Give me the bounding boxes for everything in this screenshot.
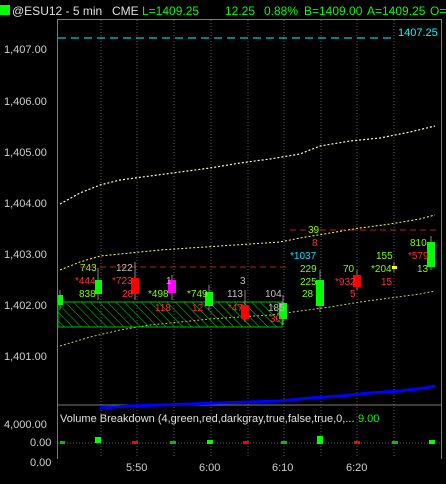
annotation: 15 [381,277,393,288]
annotation: *723 [112,276,133,287]
annotation: *749 [187,289,208,300]
annotation: 155 [376,251,393,262]
up-bar [205,292,213,306]
last-price: L=1409.25 [142,4,200,18]
middle-envelope-line [59,214,436,271]
annotation: *444 [75,276,96,287]
price-tick: 1,401.00 [4,351,47,363]
current-price-label: 1407.25 [398,27,438,39]
up-bar [279,303,287,319]
annotation: 122 [116,263,133,274]
annotation: 104 [265,289,282,300]
annotation: 838 [79,289,96,300]
annotation: 28 [302,289,314,300]
volume-panel-value: 9.00 [358,413,379,425]
price-tick: 1,407.00 [4,44,47,56]
annotation: 1 [166,276,172,287]
annotation: 70 [343,264,355,275]
percent-change: 0.88% [264,4,299,18]
up-bar [58,295,63,305]
price-bars [58,236,435,325]
annotation: 12 [192,303,204,314]
status-indicator-icon [0,5,10,15]
bid-price: B=1409.00 [304,4,363,18]
time-tick: 6:10 [272,462,294,474]
annotation: *47 [228,303,243,314]
volume-panel-label: Volume Breakdown (4,green,red,darkgray,t… [60,413,355,425]
annotation: 5 [350,289,356,300]
annotation: 8 [312,238,318,249]
up-bar [427,242,435,267]
time-tick: 5:50 [126,462,148,474]
annotation: 13 [417,264,429,275]
annotation: *498 [148,289,169,300]
annotation: *1037 [290,251,317,262]
annotation: 3 [240,276,246,287]
annotation: 118 [155,303,171,314]
neutral-bar [392,266,397,269]
bar-annotations: 743 122 *444 *723 838 28 1 *498 118 *749… [75,225,429,325]
volume-tick: 0.00 [30,437,52,449]
open-price: O= [430,4,446,18]
annotation: *932 [335,277,356,288]
price-tick: 1,403.00 [4,249,47,261]
exchange-label: CME [112,4,139,18]
annotation: 113 [227,289,243,300]
price-axis: 1,407.00 1,406.00 1,405.00 1,404.00 1,40… [0,20,57,469]
vertical-gridlines [100,20,395,458]
down-bar [241,305,249,319]
price-tick: 1,404.00 [4,198,47,210]
down-bar [131,278,139,294]
annotation: *579 [408,251,429,262]
quote-header: @ESU12 - 5 min CME L=1409.25 12.25 0.88%… [0,0,446,20]
annotation: 229 [300,264,317,275]
annotation: 225 [300,277,317,288]
time-tick: 6:20 [346,462,368,474]
annotation: 28 [122,289,134,300]
time-tick: 6:00 [199,462,221,474]
price-tick: 1,406.00 [4,96,47,108]
price-tick: 1,405.00 [4,147,47,159]
volume-tick: 0.00 [30,457,52,469]
price-tick: 1,402.00 [4,300,47,312]
annotation: *204 [371,264,392,275]
price-plot-area[interactable] [57,19,442,459]
neutral-bar [168,280,176,293]
symbol-label[interactable]: @ESU12 - 5 min [12,4,103,18]
annotation: 39 [308,225,320,236]
up-bar [95,280,102,294]
volume-tick: 4,000.00 [4,419,47,431]
volume-markers [60,436,435,444]
current-price-tag [395,26,441,39]
annotation: 30 [270,314,282,325]
net-change: 12.25 [225,4,256,18]
annotation: 743 [80,263,97,274]
annotation: 185 [268,303,285,314]
volume-line [99,384,436,410]
ask-price: A=1409.25 [367,4,426,18]
annotation: 810 [410,238,427,249]
down-bar [353,275,361,287]
up-bar [316,280,324,306]
